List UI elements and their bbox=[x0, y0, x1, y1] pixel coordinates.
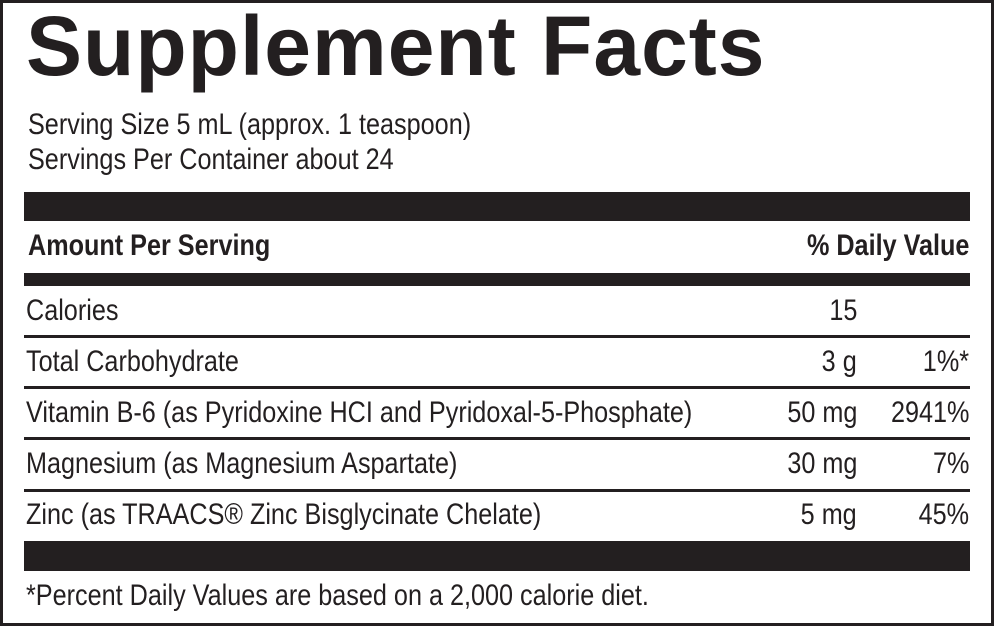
label-title: Supplement Facts bbox=[26, 0, 766, 93]
nutrient-dv: 7% bbox=[932, 447, 969, 480]
nutrient-amount: 50 mg bbox=[786, 396, 857, 429]
header-daily-value: % Daily Value bbox=[806, 229, 969, 262]
nutrient-amount: 5 mg bbox=[800, 498, 857, 531]
row-divider bbox=[24, 489, 970, 492]
nutrient-name: Magnesium (as Magnesium Aspartate) bbox=[26, 447, 458, 480]
row-divider bbox=[24, 386, 970, 389]
servings-per-container: Servings Per Container about 24 bbox=[28, 143, 394, 176]
row-divider bbox=[24, 437, 970, 440]
nutrient-name: Zinc (as TRAACS® Zinc Bisglycinate Chela… bbox=[26, 498, 542, 531]
medium-divider bbox=[24, 273, 970, 286]
row-divider bbox=[24, 335, 970, 338]
footnote: *Percent Daily Values are based on a 2,0… bbox=[26, 579, 649, 612]
nutrient-dv: 2941% bbox=[890, 396, 969, 429]
nutrient-dv: 45% bbox=[918, 498, 969, 531]
nutrient-name: Vitamin B-6 (as Pyridoxine HCI and Pyrid… bbox=[26, 396, 693, 429]
header-amount-per-serving: Amount Per Serving bbox=[28, 229, 271, 262]
serving-size: Serving Size 5 mL (approx. 1 teaspoon) bbox=[28, 108, 472, 141]
thick-divider bbox=[24, 541, 970, 571]
thick-divider bbox=[24, 192, 970, 221]
nutrient-dv: 1%* bbox=[922, 345, 969, 378]
nutrient-name: Total Carbohydrate bbox=[26, 345, 239, 378]
nutrient-amount: 3 g bbox=[821, 345, 857, 378]
nutrient-amount: 30 mg bbox=[786, 447, 857, 480]
nutrient-amount: 15 bbox=[828, 294, 857, 327]
nutrient-name: Calories bbox=[26, 294, 119, 327]
